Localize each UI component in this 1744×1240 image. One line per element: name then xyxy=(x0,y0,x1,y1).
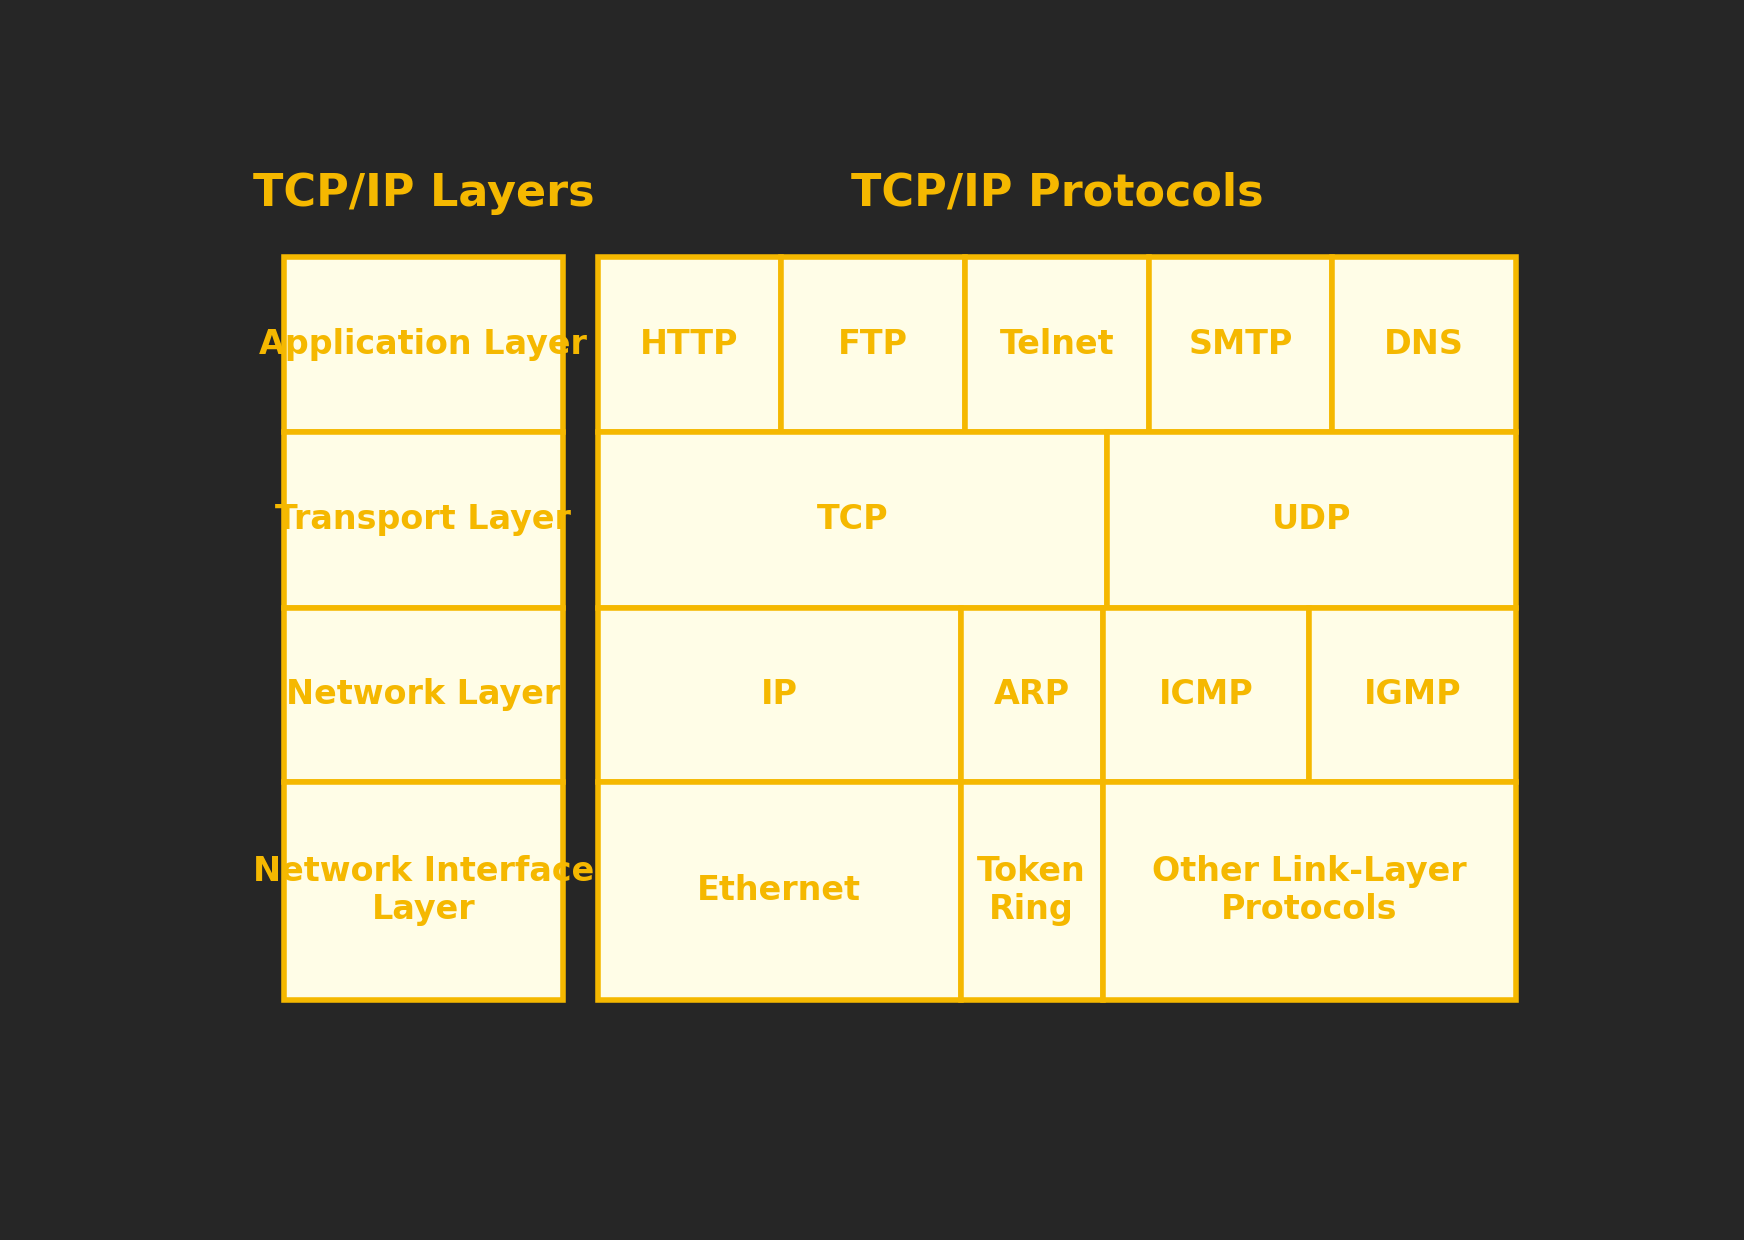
FancyBboxPatch shape xyxy=(1107,433,1516,608)
Text: DNS: DNS xyxy=(1385,327,1465,361)
Text: IGMP: IGMP xyxy=(1364,678,1461,712)
FancyBboxPatch shape xyxy=(1310,608,1516,781)
Text: TCP/IP Layers: TCP/IP Layers xyxy=(253,172,595,215)
FancyBboxPatch shape xyxy=(598,781,961,999)
Text: HTTP: HTTP xyxy=(640,327,739,361)
FancyBboxPatch shape xyxy=(961,608,1102,781)
FancyBboxPatch shape xyxy=(964,257,1149,433)
FancyBboxPatch shape xyxy=(598,608,961,781)
FancyBboxPatch shape xyxy=(1149,257,1332,433)
FancyBboxPatch shape xyxy=(284,257,563,433)
FancyBboxPatch shape xyxy=(1332,257,1516,433)
Text: TCP/IP Protocols: TCP/IP Protocols xyxy=(851,172,1263,215)
Text: ARP: ARP xyxy=(994,678,1069,712)
Text: Network Interface
Layer: Network Interface Layer xyxy=(253,856,595,926)
Text: Ethernet: Ethernet xyxy=(698,874,862,908)
FancyBboxPatch shape xyxy=(284,781,563,999)
FancyBboxPatch shape xyxy=(598,433,1107,608)
Text: FTP: FTP xyxy=(839,327,909,361)
FancyBboxPatch shape xyxy=(961,781,1102,999)
Text: Other Link-Layer
Protocols: Other Link-Layer Protocols xyxy=(1153,856,1467,926)
Text: TCP: TCP xyxy=(816,503,888,537)
Text: IP: IP xyxy=(760,678,797,712)
FancyBboxPatch shape xyxy=(1102,781,1516,999)
Text: SMTP: SMTP xyxy=(1188,327,1292,361)
Text: Telnet: Telnet xyxy=(999,327,1114,361)
FancyBboxPatch shape xyxy=(1102,608,1310,781)
FancyBboxPatch shape xyxy=(598,257,781,433)
FancyBboxPatch shape xyxy=(781,257,964,433)
FancyBboxPatch shape xyxy=(284,433,563,608)
Text: Network Layer: Network Layer xyxy=(286,678,560,712)
FancyBboxPatch shape xyxy=(284,608,563,781)
Text: Token
Ring: Token Ring xyxy=(977,856,1087,926)
Text: Application Layer: Application Layer xyxy=(260,327,588,361)
Text: ICMP: ICMP xyxy=(1158,678,1254,712)
Text: UDP: UDP xyxy=(1271,503,1352,537)
Text: Transport Layer: Transport Layer xyxy=(276,503,572,537)
